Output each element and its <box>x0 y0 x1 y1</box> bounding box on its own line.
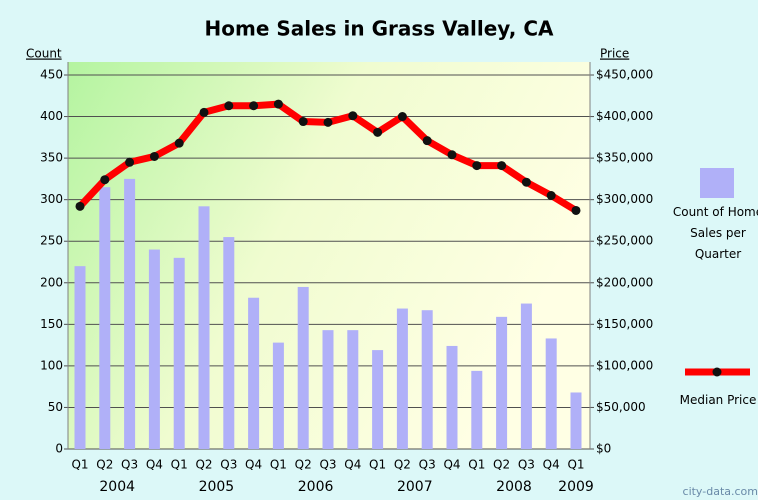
y-tick-label: 300 <box>40 192 63 206</box>
x-tick-label: Q1 <box>171 458 188 472</box>
y2-tick-label: $400,000 <box>596 109 653 123</box>
y2-tick-label: $150,000 <box>596 317 653 331</box>
price-marker <box>199 107 209 117</box>
price-marker <box>348 111 358 121</box>
legend-marker <box>712 367 722 377</box>
price-marker <box>472 161 482 171</box>
price-marker <box>521 177 531 187</box>
x-tick-label: Q4 <box>245 458 262 472</box>
y2-tick-label: $50,000 <box>596 400 646 414</box>
bar <box>545 338 557 449</box>
y-tick-label: 250 <box>40 234 63 248</box>
price-marker <box>100 175 110 185</box>
price-marker <box>546 191 556 201</box>
x-tick-label: Q2 <box>295 458 312 472</box>
bar <box>124 178 136 449</box>
y-tick-label: 100 <box>40 358 63 372</box>
bar <box>198 206 210 449</box>
x-tick-label: Q2 <box>493 458 510 472</box>
bar <box>99 187 111 449</box>
price-marker <box>497 161 507 171</box>
bar <box>148 249 160 449</box>
legend-bar-swatch <box>700 168 734 198</box>
bar <box>248 297 260 449</box>
year-label: 2006 <box>298 479 334 495</box>
x-tick-label: Q4 <box>543 458 560 472</box>
y2-tick-label: $450,000 <box>596 68 653 82</box>
y2-tick-label: $350,000 <box>596 151 653 165</box>
bar <box>471 370 483 449</box>
y-tick-label: 450 <box>40 68 63 82</box>
x-tick-label: Q3 <box>121 458 138 472</box>
y-tick-label: 0 <box>55 442 63 456</box>
y-tick-label: 50 <box>48 400 63 414</box>
bar <box>297 286 309 449</box>
year-label: 2007 <box>397 479 433 495</box>
x-tick-label: Q1 <box>468 458 485 472</box>
bar <box>322 330 334 449</box>
price-marker <box>273 99 283 109</box>
bar <box>396 308 408 449</box>
x-tick-label: Q2 <box>394 458 411 472</box>
y-axis-title: Count <box>26 47 62 61</box>
x-tick-label: Q2 <box>195 458 212 472</box>
y2-tick-label: $300,000 <box>596 192 653 206</box>
x-tick-label: Q1 <box>567 458 584 472</box>
bar <box>520 303 532 449</box>
x-tick-label: Q2 <box>96 458 113 472</box>
bar <box>347 330 359 449</box>
y-tick-label: 350 <box>40 151 63 165</box>
price-marker <box>422 136 432 146</box>
year-label: 2008 <box>496 479 532 495</box>
price-marker <box>224 101 234 111</box>
bar <box>421 310 433 449</box>
price-marker <box>174 138 184 148</box>
price-marker <box>397 112 407 122</box>
bar <box>570 392 582 449</box>
y2-tick-label: $0 <box>596 442 611 456</box>
x-tick-label: Q1 <box>369 458 386 472</box>
price-marker <box>298 117 308 127</box>
y-tick-label: 400 <box>40 109 63 123</box>
price-marker <box>447 150 457 160</box>
legend-label: Median Price <box>679 393 757 407</box>
x-tick-label: Q3 <box>419 458 436 472</box>
bar <box>272 342 284 449</box>
watermark: city-data.com <box>683 485 758 498</box>
x-tick-label: Q1 <box>71 458 88 472</box>
price-marker <box>125 157 135 167</box>
year-label: 2005 <box>199 479 235 495</box>
x-tick-label: Q3 <box>220 458 237 472</box>
bar <box>496 316 508 449</box>
legend-label: Count of Home Sales per Quarter <box>672 205 758 261</box>
price-marker <box>249 101 259 111</box>
bar <box>173 257 185 449</box>
x-tick-label: Q3 <box>518 458 535 472</box>
x-tick-label: Q3 <box>319 458 336 472</box>
price-marker <box>149 151 159 161</box>
bar <box>372 350 384 449</box>
y2-tick-label: $250,000 <box>596 234 653 248</box>
price-marker <box>323 117 333 127</box>
y2-tick-label: $200,000 <box>596 275 653 289</box>
y-tick-label: 200 <box>40 275 63 289</box>
bar <box>223 237 235 449</box>
x-tick-label: Q1 <box>270 458 287 472</box>
price-marker <box>75 201 85 211</box>
year-label: 2004 <box>99 479 135 495</box>
chart-title: Home Sales in Grass Valley, CA <box>205 17 555 41</box>
x-tick-label: Q4 <box>146 458 163 472</box>
y-tick-label: 150 <box>40 317 63 331</box>
price-marker <box>571 205 581 215</box>
price-marker <box>373 127 383 137</box>
bar <box>74 266 86 449</box>
y2-tick-label: $100,000 <box>596 358 653 372</box>
x-tick-label: Q4 <box>443 458 460 472</box>
year-label: 2009 <box>558 479 594 495</box>
bar <box>446 345 458 449</box>
x-tick-label: Q4 <box>344 458 361 472</box>
y2-axis-title: Price <box>600 47 629 61</box>
